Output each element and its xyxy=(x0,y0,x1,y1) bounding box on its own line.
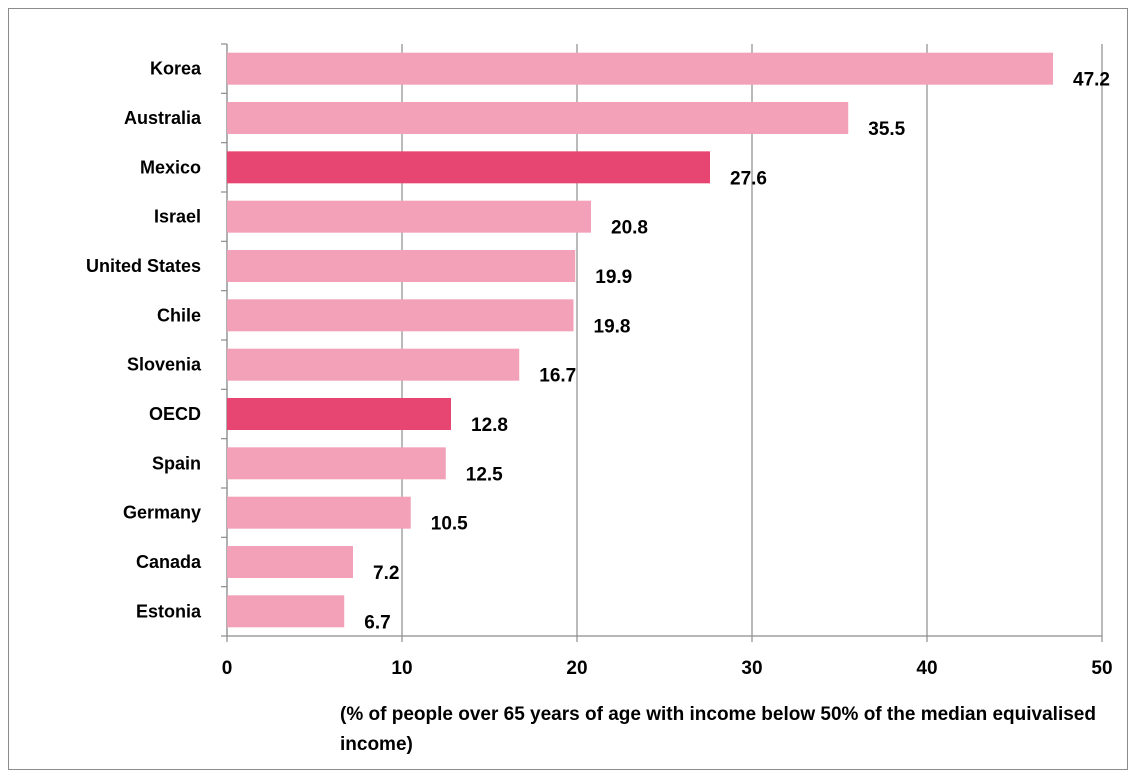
bar-germany xyxy=(227,496,411,529)
bar-chile xyxy=(227,299,574,332)
category-label-mexico: Mexico xyxy=(140,157,201,177)
value-label-mexico: 27.6 xyxy=(730,168,767,189)
value-label-united-states: 19.9 xyxy=(595,267,632,288)
x-axis-ticks: 0 10 20 30 40 50 xyxy=(222,658,1113,679)
x-tick-label-0: 0 xyxy=(222,658,233,679)
bar-united-states xyxy=(227,250,576,282)
bar-spain xyxy=(227,447,446,480)
x-tick-label-10: 10 xyxy=(391,658,412,679)
value-label-australia: 35.5 xyxy=(868,119,905,140)
value-labels: 47.2 35.5 27.6 20.8 19.9 19.8 16.7 12.8 12.5 10.5… xyxy=(364,70,1110,634)
category-label-korea: Korea xyxy=(150,59,202,79)
x-tick-label-30: 30 xyxy=(741,658,762,679)
x-axis-title: (% of people over 65 years of age with i… xyxy=(340,704,1096,755)
x-tick-label-20: 20 xyxy=(566,658,587,679)
bar-korea xyxy=(227,52,1053,85)
category-labels: Korea Australia Mexico Israel United States C… xyxy=(86,59,202,622)
value-label-israel: 20.8 xyxy=(611,218,648,239)
value-label-chile: 19.8 xyxy=(594,316,631,337)
bar-israel xyxy=(227,200,591,233)
value-label-estonia: 6.7 xyxy=(364,612,390,633)
gridlines xyxy=(221,43,1103,642)
value-label-slovenia: 16.7 xyxy=(539,366,576,387)
value-label-oecd: 12.8 xyxy=(471,415,508,436)
bar-estonia xyxy=(227,595,345,628)
bar-canada xyxy=(227,546,353,578)
bar-australia xyxy=(227,102,849,134)
category-label-israel: Israel xyxy=(154,207,201,227)
value-label-korea: 47.2 xyxy=(1073,70,1110,91)
bar-mexico xyxy=(227,151,710,184)
value-label-canada: 7.2 xyxy=(373,563,399,584)
category-label-oecd: OECD xyxy=(149,404,201,424)
value-label-germany: 10.5 xyxy=(431,514,468,535)
category-label-estonia: Estonia xyxy=(136,601,202,621)
bar-slovenia xyxy=(227,348,520,381)
value-label-spain: 12.5 xyxy=(466,464,503,485)
category-label-slovenia: Slovenia xyxy=(127,355,202,375)
x-tick-label-50: 50 xyxy=(1091,658,1112,679)
category-label-united-states: United States xyxy=(86,256,201,276)
x-tick-label-40: 40 xyxy=(916,658,937,679)
category-label-germany: Germany xyxy=(123,503,201,523)
category-label-australia: Australia xyxy=(124,108,202,128)
bar-oecd xyxy=(227,398,451,430)
category-label-chile: Chile xyxy=(157,305,201,325)
category-label-spain: Spain xyxy=(152,453,201,473)
chart-frame xyxy=(8,8,1128,770)
category-label-canada: Canada xyxy=(136,552,202,572)
bars xyxy=(227,52,1053,628)
